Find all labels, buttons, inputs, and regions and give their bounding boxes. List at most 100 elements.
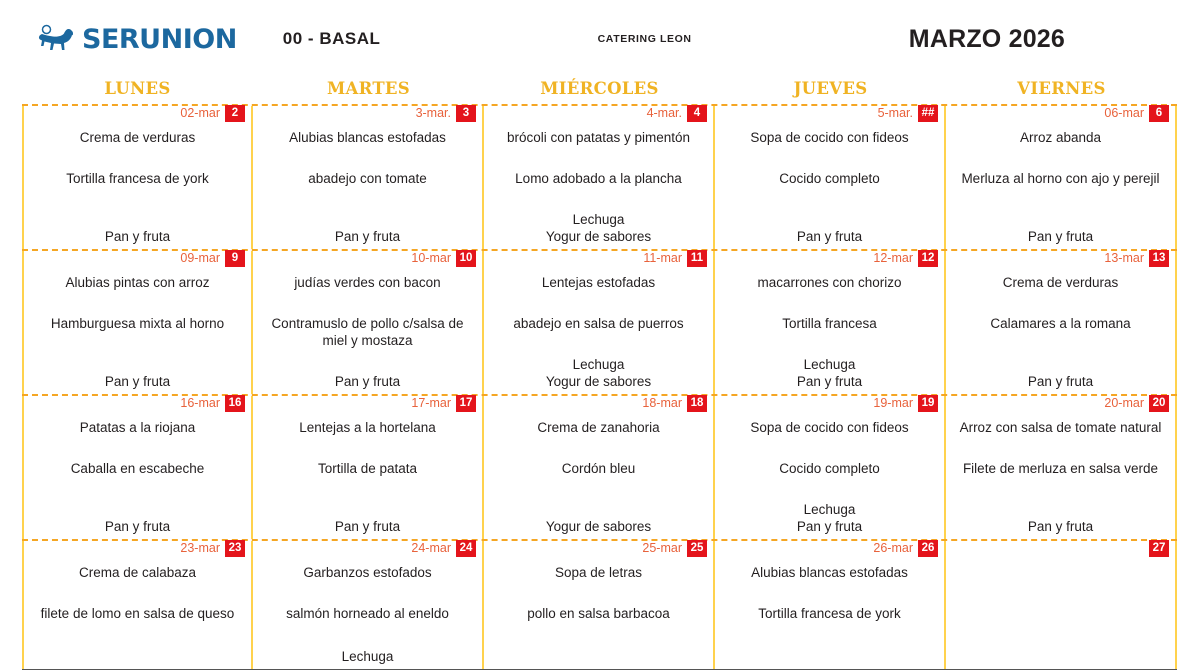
dish-item: Lechuga [803,502,856,517]
dish-item: Caballa en escabeche [70,461,205,476]
weekday-tuesday: MARTES [326,79,411,98]
date-line: 13-mar 13 [952,250,1169,269]
date-line: 23-mar 23 [30,540,245,559]
dish-item: Pan y fruta [104,374,171,389]
day-number-badge: 27 [1149,540,1169,557]
diet-code-label: 00 - BASAL [282,29,381,48]
dish-item: Lechuga [803,357,856,372]
day-cell[interactable]: 3-mar. 3 Alubias blancas estofadas abadejo … [253,105,484,249]
date-line: 02-mar 2 [30,105,245,124]
day-number-badge: 19 [918,395,938,412]
dish-item: Cordón bleu [561,461,636,476]
weekday-friday: VIERNES [1017,79,1106,98]
day-number-badge: 10 [456,250,476,267]
dish-item: Arroz con salsa de tomate natural [959,420,1162,435]
day-cell[interactable]: 18-mar 18 Crema de zanahoria Cordón bleu Yog… [484,395,715,539]
day-number-badge: 4 [687,105,707,122]
date-label: 10-mar [411,251,451,265]
date-label: 02-mar [180,106,220,120]
day-cell[interactable]: 4-mar. 4 brócoli con patatas y pimentón Lom… [484,105,715,249]
brand-name: SERUNION [82,23,237,55]
day-cell[interactable]: 25-mar 25 Sopa de letras pollo en salsa bar… [484,540,715,669]
day-number-badge: ## [918,105,938,122]
day-cell[interactable]: 23-mar 23 Crema de calabaza filete de lomo … [22,540,253,669]
date-label: 13-mar [1104,251,1144,265]
date-line: 3-mar. 3 [259,105,476,124]
dish-item: Lomo adobado a la plancha [515,171,682,186]
day-cell[interactable]: 17-mar 17 Lentejas a la hortelana Tortilla … [253,395,484,539]
date-label: 16-mar [180,396,220,410]
dish-item: Pan y fruta [104,229,171,244]
dish-list: Sopa de letras pollo en salsa barbacoa [490,559,707,665]
date-line: 12-mar 12 [721,250,938,269]
day-cell[interactable]: 12-mar 12 macarrones con chorizo Tortilla f… [715,250,946,394]
day-number-badge: 17 [456,395,476,412]
date-line: 19-mar 19 [721,395,938,414]
dish-item: Tortilla de patata [317,461,418,476]
day-number-badge: 2 [225,105,245,122]
date-label: 09-mar [180,251,220,265]
date-label: 06-mar [1104,106,1144,120]
dish-item: Yogur de sabores [545,229,652,244]
date-line: 26-mar 26 [721,540,938,559]
dish-list: Sopa de cocido con fideos Cocido completo… [721,414,938,535]
day-number-badge: 12 [918,250,938,267]
day-cell[interactable]: 13-mar 13 Crema de verduras Calamares a la … [946,250,1177,394]
calendar-week-row: 16-mar 16 Patatas a la riojana Caballa en e… [22,394,1177,539]
dish-item: Filete de merluza en salsa verde [962,461,1159,476]
day-cell[interactable]: 06-mar 6 Arroz abanda Merluza al horno con … [946,105,1177,249]
dish-item: Patatas a la riojana [79,420,196,435]
day-number-badge: 18 [687,395,707,412]
day-number-badge: 13 [1149,250,1169,267]
date-label: 25-mar [642,541,682,555]
date-line: 17-mar 17 [259,395,476,414]
dish-item: Lechuga [572,357,625,372]
day-number-badge: 16 [225,395,245,412]
day-number-badge: 20 [1149,395,1169,412]
date-label: 23-mar [180,541,220,555]
dish-item: brócoli con patatas y pimentón [506,130,691,145]
dish-item: Pan y fruta [1027,519,1094,534]
dish-list: Lentejas estofadas abadejo en salsa de pu… [490,269,707,390]
day-number-badge: 9 [225,250,245,267]
day-cell[interactable]: 27 [946,540,1177,669]
dish-item: Alubias pintas con arroz [65,275,210,290]
date-line: 16-mar 16 [30,395,245,414]
day-cell[interactable]: 10-mar 10 judías verdes con bacon Contramus… [253,250,484,394]
dish-item: Pan y fruta [796,519,863,534]
dish-item: Pan y fruta [334,519,401,534]
bison-logo-icon [38,24,73,50]
day-cell[interactable]: 16-mar 16 Patatas a la riojana Caballa en e… [22,395,253,539]
dish-item: abadejo con tomate [308,171,427,186]
dish-item: Cocido completo [779,171,880,186]
day-number-badge: 26 [918,540,938,557]
date-label: 3-mar. [415,106,451,120]
day-number-badge: 6 [1149,105,1169,122]
dish-list: Alubias blancas estofadas Tortilla france… [721,559,938,665]
day-cell[interactable]: 24-mar 24 Garbanzos estofados salmón hornea… [253,540,484,669]
dish-item: filete de lomo en salsa de queso [40,606,235,621]
dish-item: Crema de verduras [1002,275,1119,290]
date-line: 27 [952,540,1169,559]
day-cell[interactable]: 20-mar 20 Arroz con salsa de tomate natura… [946,395,1177,539]
date-label: 26-mar [873,541,913,555]
date-label: 5-mar. [877,106,913,120]
calendar-weeks: 02-mar 2 Crema de verduras Tortilla frances… [22,104,1177,670]
date-label: 17-mar [411,396,451,410]
page-header: SERUNION 00 - BASAL CATERING LEON MARZO … [0,0,1199,78]
day-number-badge: 24 [456,540,476,557]
dish-list: Crema de calabaza filete de lomo en salsa… [30,559,245,665]
dish-item: Contramuslo de pollo c/salsa de miel y m… [271,316,464,348]
day-cell[interactable]: 26-mar 26 Alubias blancas estofadas Tortill… [715,540,946,669]
dish-list: Arroz con salsa de tomate natural Filete … [952,414,1169,535]
date-line: 24-mar 24 [259,540,476,559]
day-cell[interactable]: 19-mar 19 Sopa de cocido con fideos Cocido … [715,395,946,539]
dish-list: Garbanzos estofados salmón horneado al en… [259,559,476,665]
day-cell[interactable]: 11-mar 11 Lentejas estofadas abadejo en sal… [484,250,715,394]
date-label: 20-mar [1104,396,1144,410]
weekday-wednesday: MIÉRCOLES [540,79,659,98]
dish-item: Pan y fruta [796,374,863,389]
day-cell[interactable]: 5-mar. ## Sopa de cocido con fideos Cocido … [715,105,946,249]
day-cell[interactable]: 09-mar 9 Alubias pintas con arroz Hamburgue… [22,250,253,394]
day-cell[interactable]: 02-mar 2 Crema de verduras Tortilla frances… [22,105,253,249]
